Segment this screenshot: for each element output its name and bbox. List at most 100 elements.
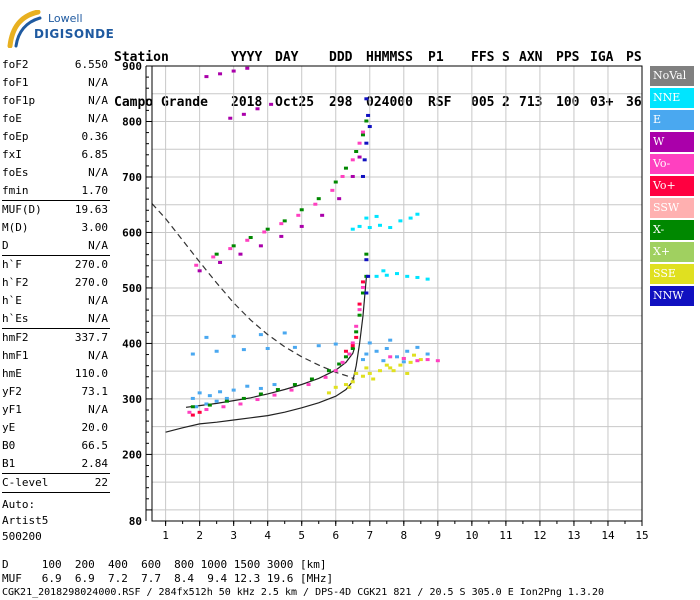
param-row: B0 66.5 <box>2 437 110 455</box>
echo-point <box>384 273 389 277</box>
param-group-2: MUF(D) 19.63 M(D) 3.00 D N/A <box>2 201 110 255</box>
echo-point <box>343 383 348 387</box>
echo-point <box>398 219 403 223</box>
echo-point <box>408 216 413 220</box>
echo-point <box>238 252 243 256</box>
echo-point <box>214 252 219 256</box>
echo-point <box>316 344 321 348</box>
x-tick-label: 12 <box>533 529 546 542</box>
echo-point <box>364 291 369 295</box>
echo-point <box>350 174 355 178</box>
echo-point <box>350 158 355 162</box>
echo-point <box>360 374 365 378</box>
header-station-col: Station Campo Grande <box>114 20 208 125</box>
param-value: N/A <box>88 294 108 307</box>
param-label: M(D) <box>2 221 29 234</box>
param-label: fxI <box>2 148 22 161</box>
echo-point <box>296 213 301 217</box>
echo-point <box>228 116 233 120</box>
chart-grid <box>152 65 643 521</box>
param-label: yF2 <box>2 385 22 398</box>
echo-point <box>357 313 362 317</box>
echo-point <box>391 369 396 373</box>
param-label: fmin <box>2 184 29 197</box>
param-row: yF2 73.1 <box>2 383 110 401</box>
echo-point <box>306 383 311 387</box>
echo-point <box>204 408 209 412</box>
echo-point <box>360 291 365 295</box>
echo-point <box>354 335 359 339</box>
x-tick-label: 10 <box>465 529 478 542</box>
plot-frame <box>151 65 643 522</box>
param-row: h`F 270.0 <box>2 256 110 274</box>
echo-point <box>337 197 342 201</box>
echo-point <box>360 280 365 284</box>
header-day-col: DAY Oct25 <box>275 20 314 125</box>
echo-point <box>350 227 355 231</box>
logo-lowell-text: Lowell <box>48 12 83 25</box>
echo-point <box>367 371 372 375</box>
param-value: 66.5 <box>81 439 109 452</box>
echo-point <box>265 227 270 231</box>
echo-point <box>258 392 263 396</box>
echo-point <box>248 236 253 240</box>
param-label: hmF2 <box>2 331 29 344</box>
header-day-value: Oct25 <box>275 95 315 110</box>
echo-point <box>204 402 209 406</box>
header-hhmmss-label: HHMMSS <box>366 50 413 65</box>
echo-point <box>333 342 338 346</box>
echo-point <box>258 244 263 248</box>
logo-swoosh-icon <box>7 10 42 48</box>
param-value: N/A <box>88 403 108 416</box>
digisonde-logo: Lowell DIGISONDE <box>4 10 114 48</box>
echo-point <box>323 375 328 379</box>
echo-point <box>194 405 199 409</box>
echo-point <box>333 180 338 184</box>
echo-point <box>415 275 420 279</box>
echo-point <box>350 341 355 345</box>
echo-point <box>366 274 371 278</box>
echo-point <box>360 174 365 178</box>
echo-point <box>388 366 393 370</box>
echo-point <box>326 391 331 395</box>
echo-point <box>221 405 226 409</box>
header-p1-label: P1 <box>428 50 444 65</box>
distance-row: D 100 200 400 600 800 1000 1500 3000 [km… <box>2 558 327 571</box>
echo-point <box>330 188 335 192</box>
header-ps-label: PS <box>626 50 642 65</box>
echo-point <box>350 380 355 384</box>
scaled-parameters-panel: foF2 6.550 foF1 N/A foF1p N/A foE N/A foEp 0.36 fx… <box>2 56 110 545</box>
echo-point <box>218 260 223 264</box>
echo-point <box>340 360 345 364</box>
echo-point <box>333 385 338 389</box>
echo-point <box>354 330 359 334</box>
echo-point <box>374 274 379 278</box>
param-divider <box>2 200 110 201</box>
legend-item: Vo- <box>650 154 694 174</box>
echo-point <box>401 360 406 364</box>
header-hhmmss-col: HHMMSS 024000 <box>366 20 413 125</box>
legend-item: NoVal <box>650 66 694 86</box>
header-station-label: Station <box>114 50 169 65</box>
echo-point <box>384 363 389 367</box>
param-row: fmin 1.70 <box>2 182 110 200</box>
echo-point <box>374 214 379 218</box>
x-tick-label: 7 <box>366 529 373 542</box>
echo-point <box>415 359 420 363</box>
param-label: MUF(D) <box>2 203 42 216</box>
param-row: C-level 22 <box>2 474 110 492</box>
x-tick-label: 4 <box>264 529 271 542</box>
param-row: B1 2.84 <box>2 455 110 473</box>
chart-points <box>187 66 440 417</box>
echo-point <box>405 349 410 353</box>
echo-point <box>360 130 365 134</box>
polarization-legend: NoVal NNE E W Vo- Vo+ SSW X- X+ SSE NNW <box>650 66 694 308</box>
echo-point <box>218 390 223 394</box>
echo-point <box>347 352 352 356</box>
param-value: 110.0 <box>74 367 108 380</box>
header-ffs-label: FFS <box>471 50 495 65</box>
echo-point <box>364 97 369 101</box>
x-tick-label: 5 <box>298 529 305 542</box>
param-label: foEs <box>2 166 29 179</box>
param-divider <box>2 328 110 329</box>
